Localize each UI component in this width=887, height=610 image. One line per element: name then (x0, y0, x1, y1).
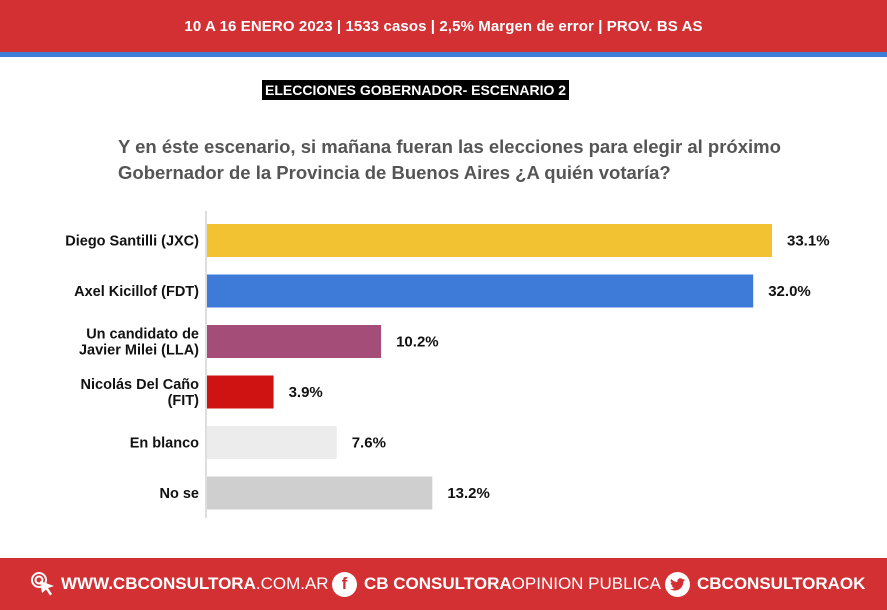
category-label-5-line-0: No se (160, 486, 200, 502)
header-info: 10 A 16 ENERO 2023 | 1533 casos | 2,5% M… (184, 17, 703, 35)
footer-twitter-handle: CBCONSULTORAOK (697, 574, 866, 593)
footer-facebook-light: OPINION PUBLICA (511, 574, 661, 593)
footer-website-light: .COM.AR (255, 574, 329, 593)
bar-1 (207, 274, 754, 308)
footer-website[interactable]: WWW.CBCONSULTORA .COM.AR (30, 558, 329, 610)
cursor-click-icon (31, 572, 54, 596)
value-label-4: 7.6% (352, 435, 386, 452)
footer-bar: WWW.CBCONSULTORA .COM.AR f CB CONSULTORA … (0, 558, 887, 610)
category-label-2-line-1: Javier Milei (LLA) (79, 343, 199, 359)
footer-website-strong: WWW.CBCONSULTORA (61, 574, 256, 593)
category-label-1-line-0: Axel Kicillof (FDT) (74, 284, 199, 300)
twitter-icon (665, 571, 690, 597)
value-label-3: 3.9% (289, 384, 323, 401)
facebook-icon: f (332, 571, 357, 597)
header-bar: 10 A 16 ENERO 2023 | 1533 casos | 2,5% M… (0, 0, 887, 52)
section-label: ELECCIONES GOBERNADOR- ESCENARIO 2 (262, 80, 570, 100)
bar-4 (207, 426, 337, 459)
category-label-0-line-0: Diego Santilli (JXC) (65, 234, 199, 250)
footer-facebook-strong: CB CONSULTORA (364, 574, 512, 593)
header-stripe (0, 52, 887, 57)
footer-facebook[interactable]: f CB CONSULTORA OPINION PUBLICA (332, 558, 661, 610)
category-label-4-line-0: En blanco (130, 436, 199, 452)
footer-twitter[interactable]: CBCONSULTORAOK (665, 558, 865, 610)
bar-3 (207, 375, 274, 409)
bar-chart: Diego Santilli (JXC) 33.1% Axel Kicillof (… (65, 211, 830, 518)
question-text: Y en éste escenario, si mañana fueran la… (118, 134, 818, 186)
value-label-5: 13.2% (447, 485, 490, 502)
bar-5 (207, 476, 433, 510)
category-label-3-line-1: (FIT) (168, 393, 200, 409)
value-label-2: 10.2% (396, 334, 439, 351)
question-line-2: Gobernador de la Provincia de Buenos Air… (118, 162, 671, 183)
value-label-1: 32.0% (768, 283, 811, 300)
bar-0 (207, 224, 772, 257)
value-label-0: 33.1% (787, 233, 830, 250)
question-line-1: Y en éste escenario, si mañana fueran la… (118, 136, 781, 157)
category-label-2-line-0: Un candidato de (86, 327, 199, 343)
category-label-3-line-0: Nicolás Del Caño (81, 377, 200, 393)
bar-2 (207, 325, 382, 358)
